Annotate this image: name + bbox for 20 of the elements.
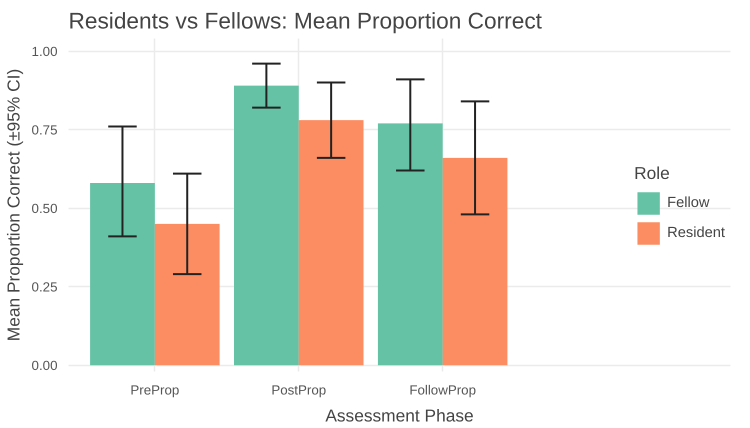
y-tick-label: 1.00: [32, 44, 58, 60]
y-axis-title: Mean Proportion Correct (±95% CI): [4, 68, 24, 342]
chart-title: Residents vs Fellows: Mean Proportion Correct: [68, 8, 543, 34]
x-tick-label: PostProp: [271, 382, 326, 398]
x-tick-label: PreProp: [130, 382, 180, 398]
bar: [442, 158, 508, 366]
bar: [90, 183, 155, 366]
legend-label: Fellow: [667, 194, 710, 210]
bar: [234, 86, 299, 366]
y-tick-label: 0.75: [32, 122, 58, 138]
bar: [378, 123, 443, 366]
bar: [154, 224, 220, 366]
legend-title: Role: [634, 162, 671, 184]
x-tick-label: FollowProp: [409, 382, 476, 398]
bar: [298, 120, 364, 366]
y-tick-label: 0.25: [32, 280, 58, 295]
x-axis-title: Assessment Phase: [325, 406, 474, 426]
y-tick-label: 0.00: [32, 358, 58, 374]
legend-label: Resident: [667, 224, 725, 240]
y-tick-label: 0.50: [32, 201, 58, 216]
